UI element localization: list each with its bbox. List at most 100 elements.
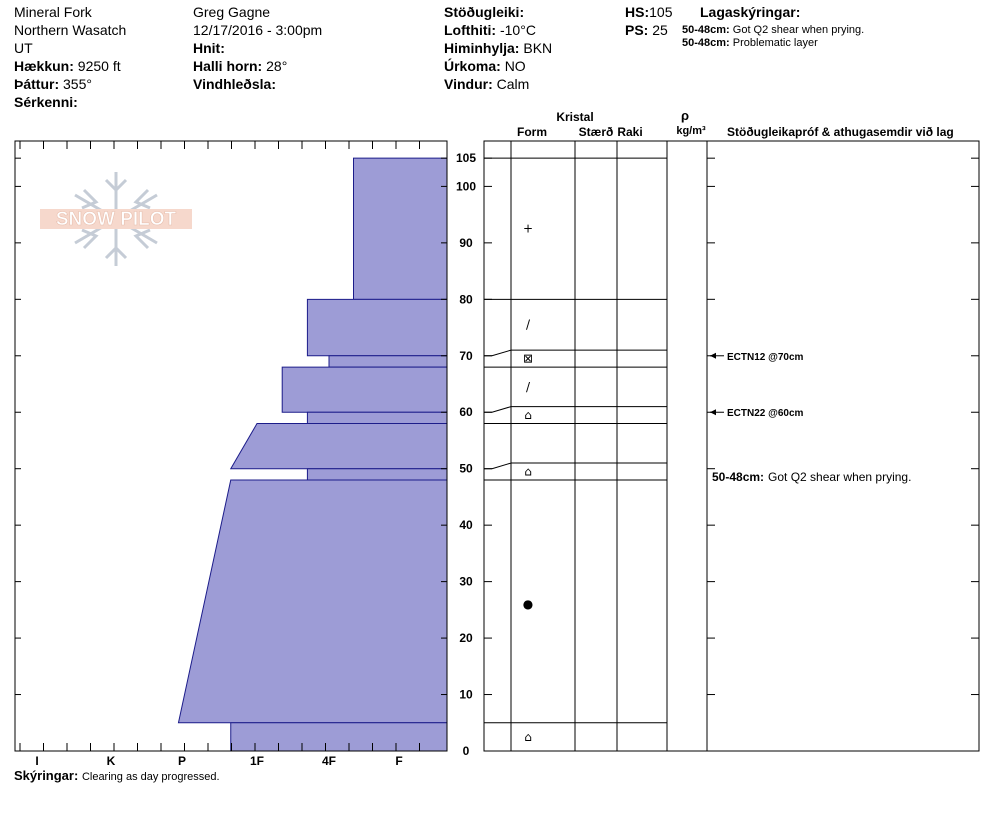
elevation-label: Hækkun:	[14, 58, 74, 74]
crystal-header: Kristal	[556, 110, 593, 124]
slope-value: 28°	[266, 58, 288, 74]
comments-header: Stöðugleikapróf & athugasemdir við lag	[727, 125, 954, 139]
coords-label: Hnit:	[193, 40, 225, 56]
observation-datetime: 12/17/2016 - 3:00pm	[193, 22, 323, 38]
moisture-header: Raki	[617, 125, 642, 139]
hardness-axis: I K P 1F 4F F	[14, 140, 448, 768]
grain-form-symbol-1: /	[526, 318, 531, 332]
layer-boundary-connector	[484, 406, 512, 413]
hardness-layer-3	[281, 366, 448, 413]
hardness-layer-5	[229, 423, 448, 470]
rho-header: ρ	[681, 108, 689, 123]
layer-note-1-text: Got Q2 shear when prying.	[732, 24, 865, 36]
footer-text: Clearing as day progressed.	[81, 771, 220, 783]
hardness-label-F: F	[395, 754, 402, 768]
features-row: Sérkenni:	[14, 93, 78, 111]
grain-form-symbol-6: ●	[523, 597, 533, 611]
ps-value: 25	[652, 22, 668, 38]
wind-row: Vindur: Calm	[444, 75, 529, 93]
depth-label-105: 105	[456, 151, 476, 165]
layer-boundary-connector	[484, 349, 512, 357]
density-unit-header: kg/m³	[676, 125, 706, 137]
hardness-label-4F: 4F	[322, 754, 336, 768]
depth-label-0: 0	[463, 744, 470, 758]
layer-table: + / ⊠ / ⌂ ⌂ ● ⌂ ECTN12 @70cm ECTN22 @60cm 50-48cm:…	[483, 140, 980, 752]
stability-label: Stöðugleiki:	[444, 4, 525, 20]
hs-value: 105	[649, 4, 673, 20]
state: UT	[14, 40, 33, 56]
layers-notes-title: Lagaskýringar:	[700, 4, 801, 20]
depth-label-40: 40	[459, 518, 473, 532]
air-temp-label: Lofthiti:	[444, 22, 497, 38]
stability-test-arrowhead-0	[710, 352, 716, 359]
layer-note-2: 50-48cm: Problematic layer	[682, 37, 818, 50]
hardness-profile	[177, 157, 448, 752]
aspect-value: 355°	[63, 76, 92, 92]
hardness-label-1F: 1F	[250, 754, 264, 768]
depth-label-80: 80	[459, 292, 473, 306]
depth-label-20: 20	[459, 631, 473, 645]
stability-test-arrowhead-1	[710, 409, 716, 416]
slope-label: Halli horn:	[193, 58, 263, 74]
hardness-layer-4	[306, 411, 448, 425]
depth-label-30: 30	[459, 575, 473, 589]
mountain-range: Northern Wasatch	[14, 22, 127, 38]
depth-label-60: 60	[459, 405, 473, 419]
hardness-label-K: K	[107, 754, 116, 768]
depth-axis: 0 10 20 30 40 50 60 70 80 90 100 105	[15, 151, 476, 758]
elevation-row: Hækkun: 9250 ft	[14, 57, 121, 75]
hardness-layer-1	[306, 298, 448, 357]
footer-notes: Skýringar: Clearing as day progressed.	[14, 768, 220, 783]
grain-form-symbol-2: ⊠	[523, 352, 533, 366]
sky-label: Himinhylja:	[444, 40, 520, 56]
depth-label-70: 70	[459, 349, 473, 363]
hardness-layer-0	[353, 157, 448, 300]
layer-comment-range: 50-48cm:	[712, 470, 764, 484]
ps-row: PS: 25	[625, 21, 668, 39]
grain-form-symbol-3: /	[526, 380, 531, 394]
coords-row: Hnit:	[193, 39, 225, 57]
depth-label-100: 100	[456, 179, 476, 193]
wind-loading-row: Vindhleðsla:	[193, 75, 276, 93]
grain-form-symbol-7: ⌂	[524, 730, 532, 744]
hardness-layer-7	[177, 479, 448, 724]
hardness-layer-8	[230, 722, 448, 752]
features-label: Sérkenni:	[14, 94, 78, 110]
aspect-row: Þáttur: 355°	[14, 75, 92, 93]
depth-label-10: 10	[459, 688, 473, 702]
grain-form-symbol-5: ⌂	[524, 465, 532, 479]
wind-label: Vindur:	[444, 76, 493, 92]
wind-loading-label: Vindhleðsla:	[193, 76, 276, 92]
depth-label-90: 90	[459, 236, 473, 250]
hardness-layer-2	[328, 355, 448, 368]
hardness-layer-6	[306, 468, 448, 481]
stability-test-label-0: ECTN12 @70cm	[727, 352, 804, 363]
table-frame	[483, 140, 980, 752]
stability-test-label-1: ECTN22 @60cm	[727, 408, 804, 419]
form-header: Form	[517, 125, 547, 139]
layer-note-1: 50-48cm: Got Q2 shear when prying.	[682, 24, 864, 37]
layer-note-2-text: Problematic layer	[732, 37, 818, 49]
layer-boundary-connector	[484, 462, 512, 470]
grain-form-symbol-0: +	[523, 222, 533, 236]
logo-text: SNOW PILOT	[56, 209, 177, 230]
depth-label-50: 50	[459, 462, 473, 476]
layer-comment-text: Got Q2 shear when prying.	[768, 470, 911, 484]
layer-note-1-depth: 50-48cm:	[682, 24, 730, 36]
precip-label: Úrkoma:	[444, 58, 501, 74]
hs-row: HS:105	[625, 3, 672, 21]
sky-row: Himinhylja: BKN	[444, 39, 552, 57]
air-temp-row: Lofthiti: -10°C	[444, 21, 536, 39]
wind-value: Calm	[496, 76, 530, 92]
air-temp-value: -10°C	[499, 22, 536, 38]
logo-banner	[40, 209, 192, 229]
grain-form-symbol-4: ⌂	[524, 408, 532, 422]
elevation-value: 9250 ft	[77, 58, 121, 74]
precip-value: NO	[504, 58, 526, 74]
hs-label: HS:	[625, 4, 650, 20]
sky-value: BKN	[523, 40, 553, 56]
size-header: Stærð	[579, 125, 614, 139]
hardness-label-P: P	[178, 754, 186, 768]
stability-row: Stöðugleiki:	[444, 3, 524, 21]
layer-comment: 50-48cm: Got Q2 shear when prying.	[712, 470, 911, 484]
